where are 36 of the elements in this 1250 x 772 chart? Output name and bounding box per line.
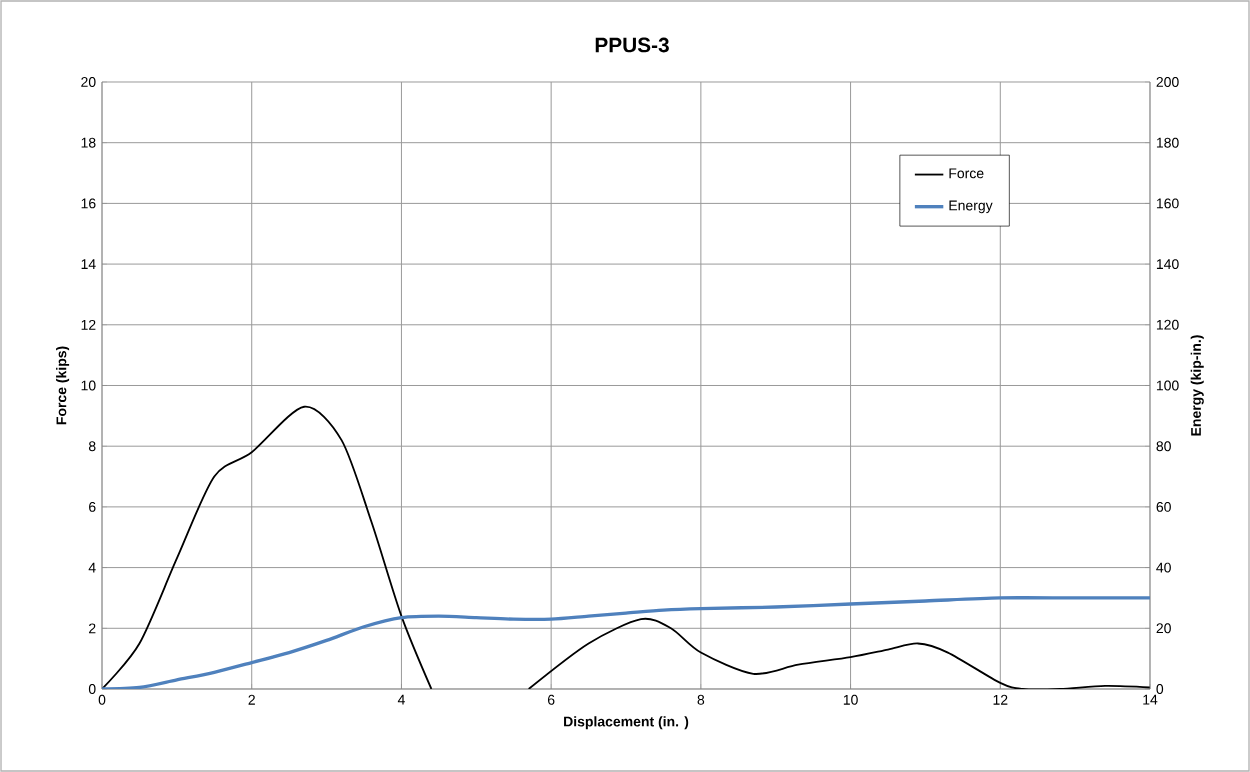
x-tick-label: 4 [397,694,405,705]
y2-tick-label: 20 [1156,623,1171,634]
y-tick-label: 4 [88,562,96,573]
chart-title: PPUS-3 [595,37,669,53]
y-tick-label: 6 [89,501,96,512]
x-tick-label: 14 [1143,694,1158,705]
y2-tick-label: 100 [1156,380,1179,391]
y-tick-label: 16 [81,198,96,209]
y2-tick-label: 0 [1156,684,1164,694]
y2-tick-label: 200 [1156,77,1179,87]
y2-tick-label: 40 [1156,562,1171,573]
legend-label: Energy [949,200,993,214]
y2-tick-label: 80 [1156,441,1171,452]
y-tick-label: 0 [88,684,96,694]
x-tick-label: 10 [843,694,858,705]
legend-label: Force [949,168,984,179]
y2-tick-label: 120 [1156,319,1179,330]
x-tick-label: 6 [547,694,555,705]
x-tick-label: 2 [248,694,255,705]
y-tick-label: 20 [81,77,96,87]
y2-tick-label: 180 [1156,137,1179,148]
y2-tick-label: 60 [1156,501,1171,512]
y-tick-label: 12 [81,319,96,330]
y-axis-title: Force (kips) [56,346,70,425]
y-tick-label: 18 [81,137,96,148]
x-tick-label: 12 [993,694,1008,705]
y-tick-label: 8 [88,441,96,452]
y-tick-label: 14 [81,259,96,269]
y2-tick-label: 160 [1156,198,1179,209]
y-tick-label: 10 [81,380,96,391]
y-tick-label: 2 [89,623,96,634]
y2-tick-label: 140 [1156,259,1179,270]
y2-axis-title: Energy (kip-in.) [1190,335,1204,436]
x-axis-title: Displacement (in. ) [564,716,689,730]
x-tick-label: 8 [697,694,705,705]
x-tick-label: 0 [98,694,106,705]
